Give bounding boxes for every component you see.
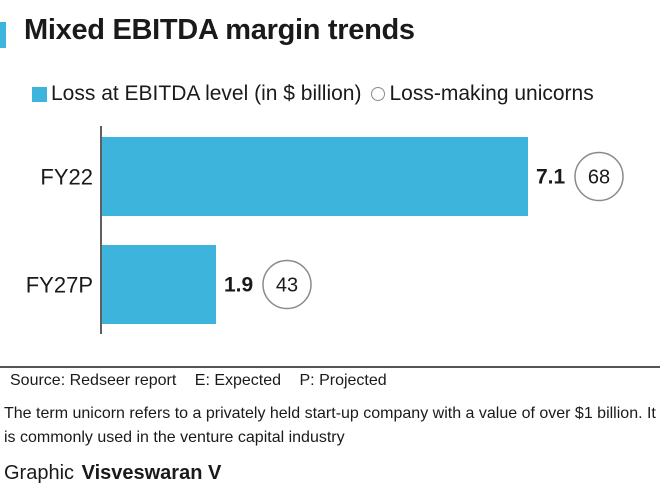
category-label-fy27p: FY27P [26, 273, 93, 298]
bar-fy27p [102, 245, 216, 324]
unicorn-count-fy27p: 43 [276, 275, 298, 297]
legend-bar-swatch [32, 86, 47, 102]
legend-circle-label: Loss-making unicorns [389, 82, 594, 105]
footer-divider [0, 366, 660, 368]
graphic-credit: Graphic Visveswaran V [4, 462, 221, 485]
bar-value-fy22: 7.1 [536, 166, 566, 189]
bar-fy22 [102, 137, 528, 216]
projected-note: P: Projected [299, 372, 387, 389]
legend-circle-swatch [371, 87, 386, 101]
category-label-fy22: FY22 [40, 165, 93, 190]
bar-value-fy27p: 1.9 [224, 274, 253, 297]
expected-note: E: Expected [194, 372, 282, 389]
source-line: Source: Redseer report E: Expected P: Pr… [10, 372, 387, 390]
unicorn-circle-fy22 [574, 151, 624, 202]
unicorn-count-fy22: 68 [588, 167, 610, 189]
unicorn-definition-note: The term unicorn refers to a privately h… [4, 405, 656, 446]
bar-chart: FY22 7.1 68 FY27P 1.9 43 [26, 126, 624, 334]
unicorn-circle-fy27p [262, 259, 312, 310]
title-accent-bar [0, 22, 6, 48]
chart-title: Mixed EBITDA margin trends [24, 14, 415, 46]
legend: Loss at EBITDA level (in $ billion) Loss… [32, 80, 594, 108]
legend-bar-label: Loss at EBITDA level (in $ billion) [51, 82, 362, 105]
credit-prefix: Graphic [4, 462, 75, 484]
credit-name: Visveswaran V [81, 462, 222, 484]
source-text: Source: Redseer report [10, 372, 177, 389]
